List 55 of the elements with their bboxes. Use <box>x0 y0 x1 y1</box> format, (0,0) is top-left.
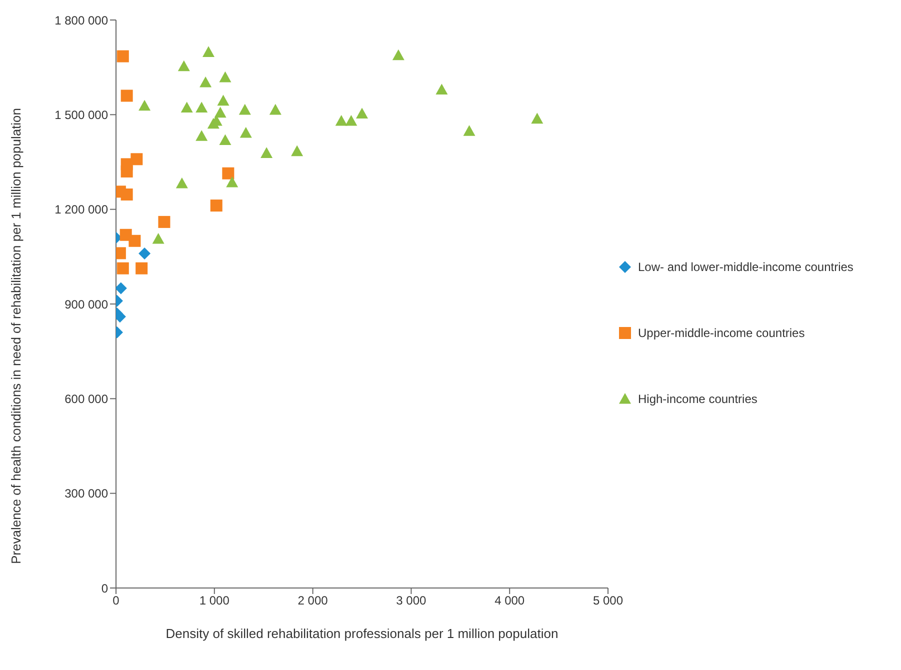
y-tick-label: 0 <box>101 581 108 596</box>
point <box>436 84 448 95</box>
y-tick-label: 300 000 <box>64 486 108 501</box>
point <box>158 216 170 228</box>
point <box>116 262 129 274</box>
point <box>238 104 251 115</box>
legend-label: Low- and lower-middle-income countries <box>638 260 854 274</box>
point <box>152 232 164 244</box>
point <box>176 177 188 188</box>
point <box>196 102 208 113</box>
y-tick-label: 1 200 000 <box>54 202 108 217</box>
point <box>214 106 226 118</box>
point <box>392 49 404 60</box>
legend-label: High-income countries <box>638 392 758 406</box>
point <box>207 118 220 129</box>
point <box>345 114 358 126</box>
point <box>291 145 304 156</box>
point <box>120 165 133 178</box>
point <box>531 112 544 124</box>
point <box>219 71 232 82</box>
point <box>219 134 232 146</box>
point <box>196 130 208 141</box>
point <box>120 90 133 102</box>
point <box>210 200 222 212</box>
point <box>269 104 282 115</box>
point <box>222 167 234 180</box>
point <box>200 76 212 88</box>
y-tick-label: 900 000 <box>64 297 108 312</box>
point <box>180 102 193 113</box>
point <box>240 126 252 138</box>
point <box>120 188 133 200</box>
point <box>217 94 230 106</box>
point <box>128 234 141 247</box>
point <box>463 125 476 136</box>
legend-label: Upper-middle-income countries <box>638 326 805 340</box>
point <box>356 108 368 119</box>
x-tick-label: 0 <box>112 594 120 608</box>
y-tick-label: 1 500 000 <box>54 108 108 122</box>
point <box>260 147 273 158</box>
point <box>202 46 214 57</box>
y-tick-label: 600 000 <box>64 392 108 406</box>
y-tick-label: 1 800 000 <box>54 13 108 28</box>
point <box>226 176 238 188</box>
x-tick-label: 5 000 <box>592 594 624 608</box>
point <box>116 50 129 62</box>
x-tick-label: 1 000 <box>199 594 230 608</box>
point <box>178 60 190 72</box>
x-tick-label: 4 000 <box>494 594 525 608</box>
point <box>138 100 151 111</box>
x-tick-label: 2 000 <box>298 594 328 608</box>
x-tick-label: 3 000 <box>396 594 427 608</box>
x-axis-title: Density of skilled rehabilitation professionals per 1 million population <box>166 626 558 641</box>
y-axis-title: Prevalence of health conditions in need of rehabilitation per 1 million population <box>8 108 24 564</box>
point <box>335 114 348 126</box>
point <box>136 262 148 274</box>
